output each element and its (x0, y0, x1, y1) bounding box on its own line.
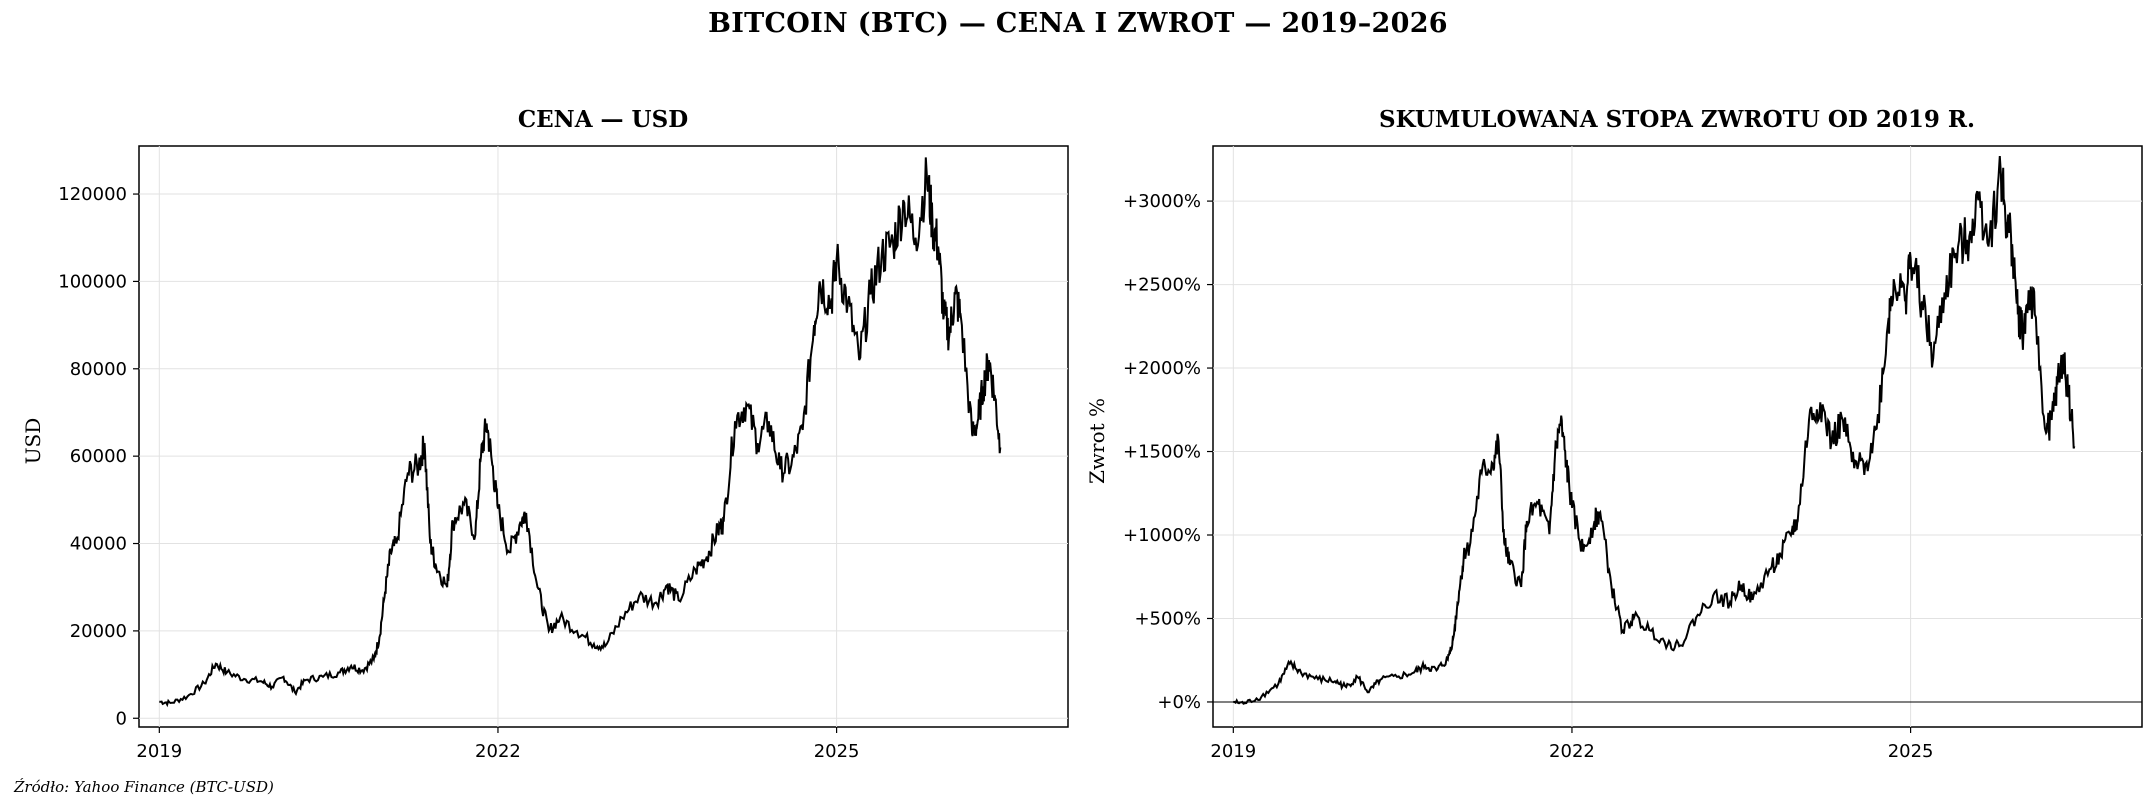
x-tick-label: 2025 (1888, 741, 1934, 762)
return-panel-title: SKUMULOWANA STOPA ZWROTU OD 2019 R. (1379, 106, 1975, 133)
y-tick-label: +3000% (1123, 191, 1201, 212)
price-y-axis-label: USD (21, 418, 45, 465)
price-panel-title: CENA — USD (518, 106, 688, 133)
return-y-axis-label: Zwrot % (1085, 398, 1109, 484)
price-line (159, 157, 1002, 708)
y-tick-label: +0% (1157, 692, 1201, 713)
y-tick-label: 20000 (70, 621, 127, 642)
y-tick-label: +2500% (1123, 275, 1201, 296)
y-tick-label: 100000 (58, 271, 127, 292)
y-tick-label: 40000 (70, 534, 127, 555)
y-tick-label: 120000 (58, 184, 127, 205)
x-tick-label: 2022 (475, 741, 521, 762)
return-line (1233, 155, 2076, 705)
figure-title: BITCOIN (BTC) — CENA I ZWROT — 2019–2026 (708, 8, 1448, 39)
price-plot-frame (138, 145, 1069, 728)
return-plot-frame (1212, 145, 2143, 728)
price-panel: CENA — USD USD 0 20000 40000 60000 80000 1000… (21, 106, 1069, 762)
price-ticks: 0 20000 40000 60000 80000 100000 120000 2019 202… (58, 184, 859, 762)
x-tick-label: 2019 (1210, 741, 1256, 762)
x-tick-label: 2019 (136, 741, 182, 762)
y-tick-label: +1500% (1123, 442, 1201, 463)
y-tick-label: 60000 (70, 446, 127, 467)
y-tick-label: +500% (1134, 608, 1201, 629)
price-grid (139, 146, 1068, 727)
x-tick-label: 2025 (814, 741, 860, 762)
y-tick-label: +1000% (1123, 525, 1201, 546)
y-tick-label: 80000 (70, 359, 127, 380)
x-tick-label: 2022 (1549, 741, 1595, 762)
y-tick-label: 0 (116, 708, 127, 729)
source-note: Źródło: Yahoo Finance (BTC-USD) (14, 778, 274, 796)
return-panel: SKUMULOWANA STOPA ZWROTU OD 2019 R. Zwro… (1085, 106, 2143, 762)
return-ticks: +0% +500% +1000% +1500% +2000% +2500% +3000% 20… (1123, 191, 1934, 762)
y-tick-label: +2000% (1123, 358, 1201, 379)
